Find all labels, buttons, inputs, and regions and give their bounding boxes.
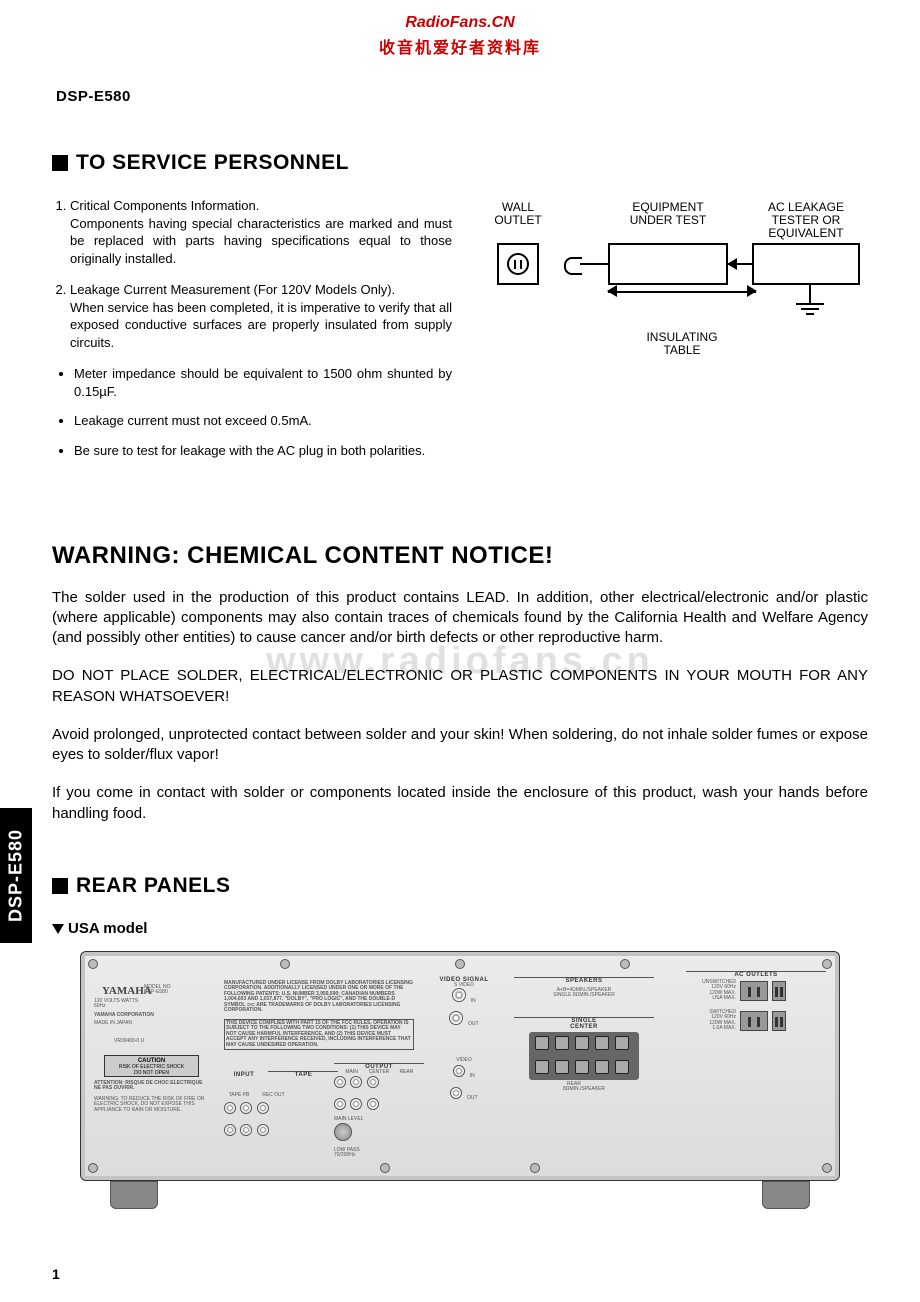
voltage-spec: 120 VOLTS WATTS 60Hz bbox=[94, 999, 138, 1010]
outlet-icon bbox=[507, 253, 529, 275]
watermark-header: RadioFans.CN 收音机爱好者资料库 bbox=[52, 14, 868, 58]
watermark-title: RadioFans.CN bbox=[52, 14, 868, 32]
wall-outlet-label: WALL OUTLET bbox=[472, 201, 564, 241]
speakers-group: SPEAKERS A+B=4ΩMIN./SPEAKER SINGLE 8ΩMIN… bbox=[514, 977, 654, 1093]
warning-p1: The solder used in the production of thi… bbox=[52, 588, 868, 649]
ac-outlet-icon bbox=[740, 1011, 768, 1031]
insulating-table-label: INSULATING TABLE bbox=[608, 331, 756, 357]
service-text-column: Critical Components Information. Compone… bbox=[52, 197, 452, 472]
service-section-title: TO SERVICE PERSONNEL bbox=[52, 151, 868, 175]
square-bullet-icon bbox=[52, 878, 68, 894]
square-bullet-icon bbox=[52, 155, 68, 171]
attention-text: ATTENTION: RISQUE DE CHOC ELECTRIQUE NE … bbox=[94, 1081, 209, 1092]
rca-jack bbox=[350, 1076, 362, 1088]
screw-icon bbox=[380, 1163, 390, 1173]
rca-jack bbox=[224, 1102, 236, 1114]
rca-jack bbox=[224, 1124, 236, 1136]
bullet-1: Meter impedance should be equivalent to … bbox=[74, 365, 452, 400]
item1-body: Components having special characteristic… bbox=[70, 216, 452, 266]
rca-jack bbox=[334, 1098, 346, 1110]
item2-title: Leakage Current Measurement (For 120V Mo… bbox=[70, 282, 395, 297]
panel-inner: YAMAHA MODEL NO. DSP-E580 120 VOLTS WATT… bbox=[94, 977, 826, 1149]
made-in: MADE IN JAPAN bbox=[94, 1021, 132, 1027]
page-number: 1 bbox=[52, 1266, 60, 1282]
tester-box bbox=[752, 243, 860, 285]
screw-icon bbox=[620, 959, 630, 969]
rear-panels-section: REAR PANELS USA model YAMAHA MODEL NO. D… bbox=[52, 874, 868, 1181]
corporation: YAMAHA CORPORATION bbox=[94, 1013, 154, 1019]
svideo-jack bbox=[452, 988, 466, 1002]
double-arrow-icon bbox=[608, 285, 756, 315]
warning-p3: Avoid prolonged, unprotected contact bet… bbox=[52, 725, 868, 766]
diagram-boxes-row bbox=[472, 243, 868, 285]
warning-moisture: WARNING: TO REDUCE THE RISK OF FIRE OR E… bbox=[94, 1097, 209, 1114]
rca-jack bbox=[240, 1124, 252, 1136]
ground-icon bbox=[756, 285, 864, 329]
ac-outlet-icon bbox=[772, 981, 786, 1001]
screw-icon bbox=[88, 959, 98, 969]
arrow-left-icon bbox=[728, 263, 752, 265]
rca-jack bbox=[367, 1098, 379, 1110]
fcc-text: THIS DEVICE COMPLIES WITH PART 15 OF THE… bbox=[224, 1019, 414, 1051]
rca-jack bbox=[257, 1124, 269, 1136]
video-signal-group: VIDEO SIGNAL S VIDEO IN OUT VIDEO IN OUT bbox=[429, 977, 499, 1104]
dolby-license-text: MANUFACTURED UNDER LICENSE FROM DOLBY LA… bbox=[224, 981, 414, 1014]
tester-label: AC LEAKAGE TESTER OR EQUIVALENT bbox=[752, 201, 860, 241]
equipment-label: EQUIPMENT UNDER TEST bbox=[608, 201, 728, 241]
service-diagram-column: WALL OUTLET EQUIPMENT UNDER TEST AC LEAK… bbox=[472, 197, 868, 357]
ac-outlet-icon bbox=[740, 981, 768, 1001]
item2-body: When service has been completed, it is i… bbox=[70, 300, 452, 350]
screw-icon bbox=[88, 1163, 98, 1173]
side-tab: DSP-E580 bbox=[0, 808, 32, 943]
screw-icon bbox=[455, 959, 465, 969]
model-number: DSP-E580 bbox=[56, 88, 868, 105]
level-knob bbox=[334, 1123, 352, 1141]
rca-jack bbox=[367, 1076, 379, 1088]
model-label: MODEL NO. DSP-E580 bbox=[144, 985, 172, 996]
rca-jack bbox=[350, 1098, 362, 1110]
screw-icon bbox=[530, 1163, 540, 1173]
rear-section-title: REAR PANELS bbox=[52, 874, 868, 898]
screw-icon bbox=[822, 959, 832, 969]
warning-body: The solder used in the production of thi… bbox=[52, 588, 868, 824]
rear-panel-image: YAMAHA MODEL NO. DSP-E580 120 VOLTS WATT… bbox=[80, 951, 840, 1181]
service-two-column: Critical Components Information. Compone… bbox=[52, 197, 868, 472]
diagram-under-row bbox=[472, 285, 868, 329]
warning-heading: WARNING: CHEMICAL CONTENT NOTICE! bbox=[52, 542, 868, 570]
triangle-down-icon bbox=[52, 924, 64, 934]
warning-p4: If you come in contact with solder or co… bbox=[52, 783, 868, 824]
screw-icon bbox=[280, 959, 290, 969]
leakage-diagram: WALL OUTLET EQUIPMENT UNDER TEST AC LEAK… bbox=[472, 201, 868, 357]
chassis-foot bbox=[762, 1181, 810, 1209]
output-group: OUTPUT MAIN CENTER REAR MAIN LEVEL LOW P… bbox=[334, 1063, 424, 1159]
serial-no: VR09400-0 U bbox=[114, 1039, 144, 1045]
rca-jack bbox=[453, 1065, 465, 1077]
rca-jack bbox=[240, 1102, 252, 1114]
bullet-3: Be sure to test for leakage with the AC … bbox=[74, 442, 452, 460]
ac-outlet-icon bbox=[772, 1011, 786, 1031]
rear-title-text: REAR PANELS bbox=[76, 874, 230, 898]
input-tape-group: INPUT TAPE TAPE PB REC OUT bbox=[224, 1063, 338, 1141]
rca-jack bbox=[334, 1076, 346, 1088]
bullet-2: Leakage current must not exceed 0.5mA. bbox=[74, 412, 452, 430]
numbered-item-1: Critical Components Information. Compone… bbox=[70, 197, 452, 267]
watermark-subtitle: 收音机爱好者资料库 bbox=[52, 34, 868, 58]
speaker-terminal-block bbox=[529, 1032, 639, 1080]
item1-title: Critical Components Information. bbox=[70, 198, 259, 213]
svideo-jack bbox=[449, 1011, 463, 1025]
warning-p2: DO NOT PLACE SOLDER, ELECTRICAL/ELECTRON… bbox=[52, 666, 868, 707]
equipment-box bbox=[608, 243, 728, 285]
plug-icon bbox=[564, 243, 608, 285]
caution-box: CAUTION RISK OF ELECTRIC SHOCK DO NOT OP… bbox=[104, 1055, 199, 1077]
diagram-labels-row: WALL OUTLET EQUIPMENT UNDER TEST AC LEAK… bbox=[472, 201, 868, 241]
numbered-item-2: Leakage Current Measurement (For 120V Mo… bbox=[70, 281, 452, 351]
chassis-foot bbox=[110, 1181, 158, 1209]
usa-model-label: USA model bbox=[52, 920, 868, 937]
ac-outlets-group: AC OUTLETS UNSWITCHED 120V 60Hz 120W MAX… bbox=[686, 971, 826, 1032]
wall-outlet-box bbox=[497, 243, 539, 285]
rca-jack bbox=[450, 1087, 462, 1099]
rca-jack bbox=[257, 1102, 269, 1114]
screw-icon bbox=[822, 1163, 832, 1173]
service-title-text: TO SERVICE PERSONNEL bbox=[76, 151, 349, 175]
